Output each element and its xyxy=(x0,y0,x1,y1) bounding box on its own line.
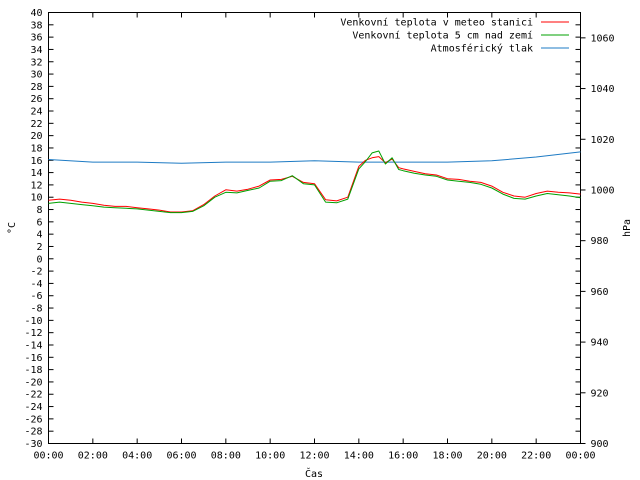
series-line-1 xyxy=(48,150,581,214)
y-left-tick-label: 6 xyxy=(36,217,42,228)
legend-label: Venkovní teplota 5 cm nad zemí xyxy=(352,30,533,42)
y-right-tick-label: 920 xyxy=(591,388,609,399)
y-left-tick-label: -10 xyxy=(24,316,42,327)
y-right-tick-label: 1000 xyxy=(591,185,615,196)
y-left-axis-label: °C xyxy=(7,222,18,234)
y-right-tick-label: 1040 xyxy=(591,84,615,95)
x-tick-label: 16:00 xyxy=(388,451,418,462)
x-tick-label: 02:00 xyxy=(78,451,108,462)
x-tick-label: 18:00 xyxy=(432,451,462,462)
y-left-tick-label: 18 xyxy=(30,143,42,154)
y-left-tick-label: -24 xyxy=(24,402,42,413)
y-left-tick-label: 28 xyxy=(30,82,42,93)
y-right-tick-label: 940 xyxy=(591,338,609,349)
y-right-tick-label: 1020 xyxy=(591,135,615,146)
y-left-tick-label: -20 xyxy=(24,377,42,388)
y-left-tick-label: 26 xyxy=(30,94,42,105)
y-left-tick-label: -16 xyxy=(24,353,42,364)
x-tick-label: 14:00 xyxy=(344,451,374,462)
y-left-tick-label: 38 xyxy=(30,20,42,31)
y-left-tick-label: 20 xyxy=(30,131,42,142)
y-left-tick-label: 30 xyxy=(30,70,42,81)
y-left-tick-label: -6 xyxy=(30,291,42,302)
y-left-tick-label: -4 xyxy=(30,279,42,290)
x-tick-label: 22:00 xyxy=(521,451,551,462)
x-tick-label: 04:00 xyxy=(122,451,152,462)
legend-label: Venkovní teplota v meteo stanici xyxy=(340,17,533,29)
y-left-tick-label: 22 xyxy=(30,119,42,130)
y-left-tick-label: 32 xyxy=(30,57,42,68)
plot-frame xyxy=(48,12,581,444)
y-left-tick-label: -28 xyxy=(24,427,42,438)
y-left-tick-label: 0 xyxy=(36,254,42,265)
y-right-tick-label: 900 xyxy=(591,439,609,450)
series-lines xyxy=(48,150,581,214)
y-left-tick-label: 14 xyxy=(30,168,42,179)
y-right-axis: 1060 1040 1020 1000 980 960 940 920 900 xyxy=(580,33,615,450)
y-left-tick-label: -12 xyxy=(24,328,42,339)
y-left-tick-label: -26 xyxy=(24,414,42,425)
y-left-tick-label: 34 xyxy=(30,45,42,56)
y-left-tick-label: 10 xyxy=(30,193,42,204)
y-left-tick-label: -22 xyxy=(24,390,42,401)
x-tick-label: 08:00 xyxy=(211,451,241,462)
y-left-tick-label: 40 xyxy=(30,8,42,19)
x-tick-label: 00:00 xyxy=(33,451,63,462)
y-left-tick-label: 4 xyxy=(36,230,42,241)
y-left-tick-label: 8 xyxy=(36,205,42,216)
y-left-tick-label: 16 xyxy=(30,156,42,167)
y-left-tick-label: -8 xyxy=(30,304,42,315)
legend: Venkovní teplota v meteo staniciVenkovní… xyxy=(340,17,569,55)
y-left-tick-label: 12 xyxy=(30,180,42,191)
y-left-tick-label: 24 xyxy=(30,107,42,118)
x-tick-label: 10:00 xyxy=(255,451,285,462)
x-axis: 00:00 02:00 04:00 06:00 08:00 10:00 12:00 14:00… xyxy=(33,12,596,462)
x-tick-label: 00:00 xyxy=(565,451,595,462)
x-tick-label: 12:00 xyxy=(299,451,329,462)
y-left-axis: 4038363432302826242220181614121086420-2-… xyxy=(24,8,581,450)
legend-label: Atmosférický tlak xyxy=(431,43,533,55)
series-line-2 xyxy=(48,151,581,164)
y-right-tick-label: 980 xyxy=(591,236,609,247)
y-left-tick-label: 36 xyxy=(30,33,42,44)
y-right-tick-label: 960 xyxy=(591,287,609,298)
y-left-tick-label: -14 xyxy=(24,340,42,351)
y-left-tick-label: -30 xyxy=(24,439,42,450)
x-axis-label: Čas xyxy=(305,467,323,480)
x-tick-label: 20:00 xyxy=(477,451,507,462)
series-line-0 xyxy=(48,156,581,213)
y-right-tick-label: 1060 xyxy=(591,33,615,44)
y-left-tick-label: -18 xyxy=(24,365,42,376)
y-right-axis-label: hPa xyxy=(622,219,633,237)
y-left-tick-label: 2 xyxy=(36,242,42,253)
y-left-tick-label: -2 xyxy=(30,267,42,278)
x-tick-label: 06:00 xyxy=(166,451,196,462)
